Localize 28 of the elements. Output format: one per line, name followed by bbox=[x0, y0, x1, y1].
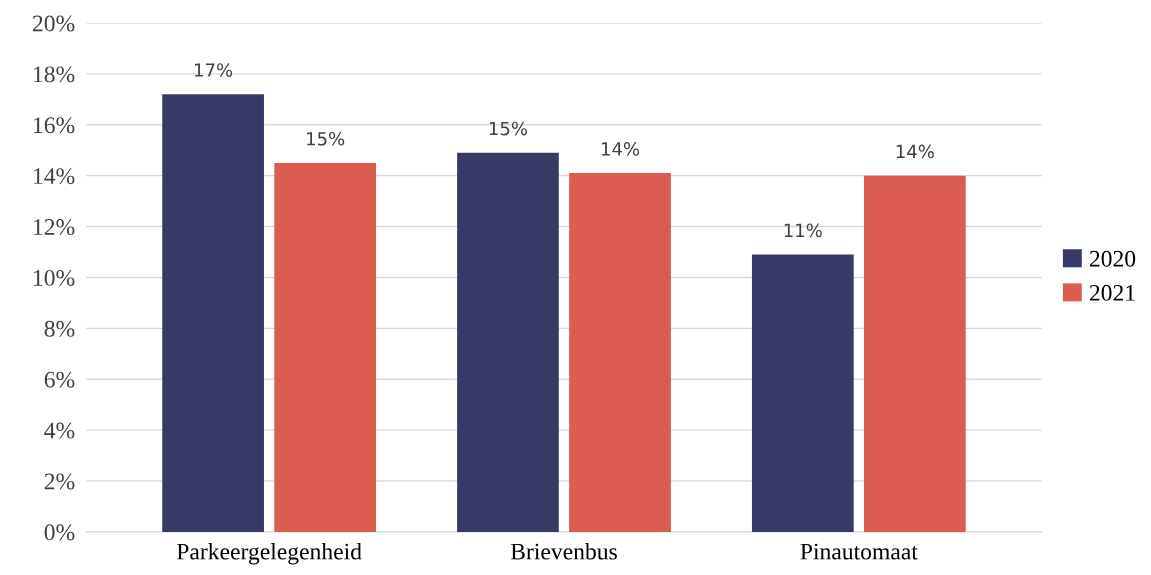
bar bbox=[274, 162, 377, 532]
data-label: 14% bbox=[896, 144, 934, 159]
data-label: 11% bbox=[784, 223, 822, 238]
y-tick-label: 10% bbox=[34, 269, 75, 286]
y-tick-label: 20% bbox=[32, 15, 75, 32]
y-tick-label: 8% bbox=[44, 320, 75, 337]
legend-label: 2020 bbox=[1089, 250, 1136, 267]
x-tick-label: Pinautomaat bbox=[800, 543, 918, 560]
data-label: 14% bbox=[601, 142, 640, 156]
bar bbox=[162, 94, 264, 532]
y-tick-label: 14% bbox=[34, 168, 75, 185]
y-tick-label: 0% bbox=[44, 524, 75, 541]
bar bbox=[569, 173, 671, 532]
data-label: 15% bbox=[307, 131, 345, 146]
legend-label: 2021 bbox=[1089, 284, 1135, 301]
x-tick-label: Brievenbus bbox=[510, 542, 617, 560]
bar bbox=[751, 254, 854, 532]
y-tick-label: 6% bbox=[44, 371, 75, 388]
data-label: 15% bbox=[489, 121, 528, 136]
data-label: 17% bbox=[195, 63, 233, 77]
y-tick-label: 18% bbox=[34, 66, 75, 83]
bar bbox=[457, 152, 559, 532]
y-tick-label: 12% bbox=[34, 219, 75, 236]
y-tick-label: 2% bbox=[44, 473, 75, 490]
bar bbox=[864, 175, 966, 532]
y-tick-label: 4% bbox=[44, 422, 75, 439]
x-tick-label: Parkeergelegenheid bbox=[176, 542, 362, 565]
y-tick-label: 16% bbox=[34, 117, 75, 134]
